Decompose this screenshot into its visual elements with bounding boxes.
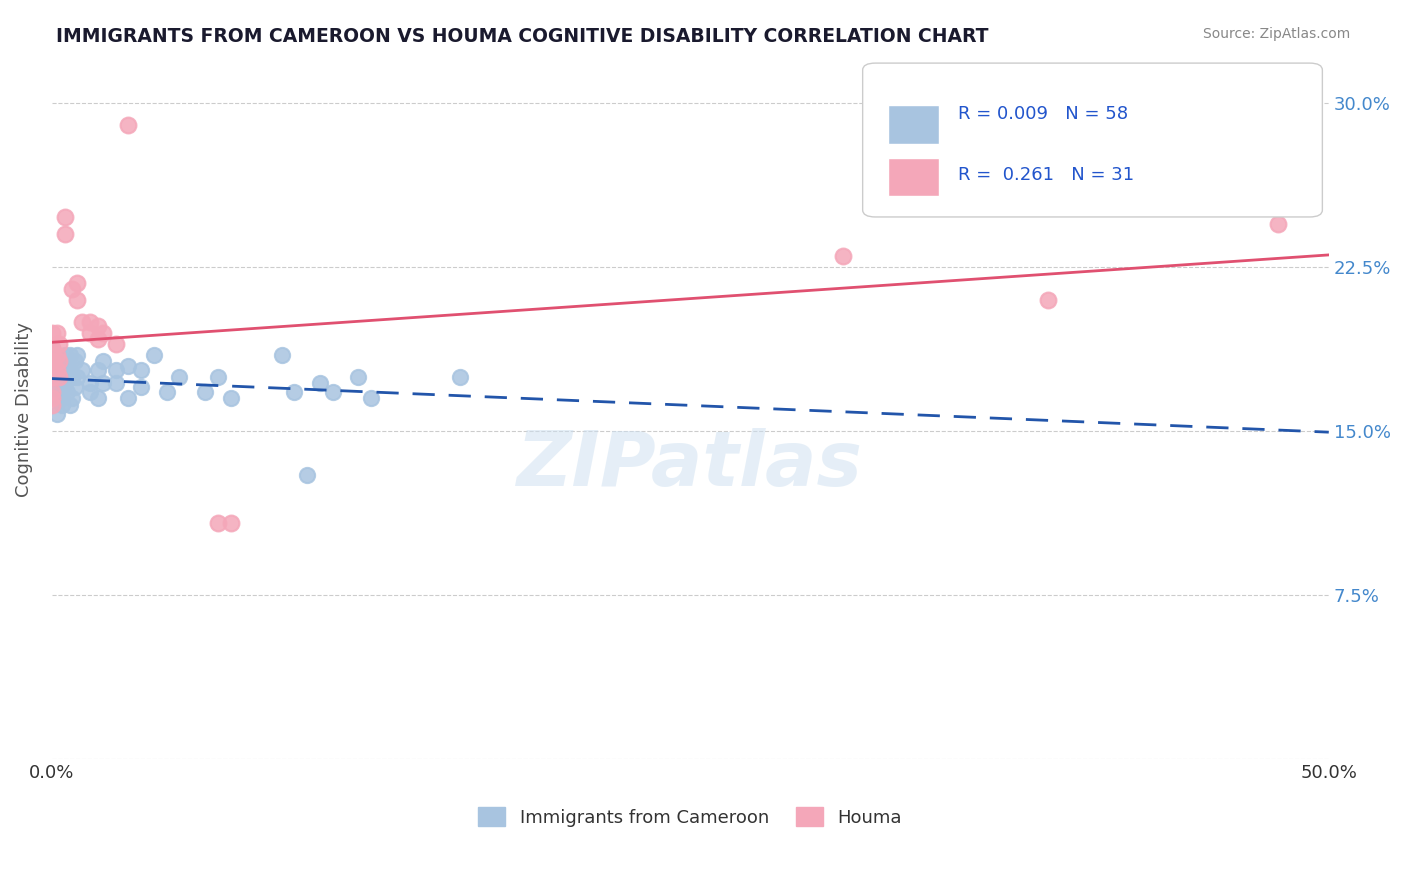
Point [117,359,139,373]
Point [104,363,127,377]
Point [41,398,63,412]
Point [41,341,63,355]
Point [56,369,79,384]
Point [48,392,70,406]
Point [295,467,318,482]
Point [66,276,89,290]
Text: R =  0.261   N = 31: R = 0.261 N = 31 [959,166,1135,184]
Point [60,282,83,296]
Point [156,384,179,399]
Point [53,363,76,377]
Point [59,348,82,362]
Point [60,392,83,406]
Point [72,315,94,329]
Point [72,363,94,377]
Point [45,376,67,390]
Point [283,384,305,399]
Point [41,384,63,399]
Point [87,319,110,334]
Point [832,249,855,263]
Point [41,354,63,368]
Point [53,210,76,224]
Point [79,315,101,329]
Point [309,376,332,390]
Point [117,118,139,132]
Point [63,354,86,368]
Point [41,369,63,384]
Point [45,363,67,377]
Point [56,384,79,399]
Point [169,369,191,384]
Point [48,336,70,351]
Point [66,293,89,307]
Point [207,369,229,384]
Point [45,326,67,340]
Point [53,348,76,362]
Point [45,407,67,421]
FancyBboxPatch shape [863,63,1323,217]
Point [48,384,70,399]
Text: ZIPatlas: ZIPatlas [517,428,863,502]
Legend: Immigrants from Cameroon, Houma: Immigrants from Cameroon, Houma [471,800,910,834]
Point [79,376,101,390]
Point [207,516,229,530]
Point [219,516,242,530]
Point [48,369,70,384]
Point [104,336,127,351]
Point [48,354,70,368]
Y-axis label: Cognitive Disability: Cognitive Disability [15,322,32,497]
Point [51,392,73,406]
Point [45,348,67,362]
Point [51,376,73,390]
Point [104,376,127,390]
Point [129,363,152,377]
Point [91,376,114,390]
Point [79,326,101,340]
Point [53,227,76,242]
Point [66,369,89,384]
Point [41,326,63,340]
Point [1036,293,1059,307]
Point [87,363,110,377]
Point [91,354,114,368]
Point [129,380,152,394]
Text: R = 0.009   N = 58: R = 0.009 N = 58 [959,105,1129,123]
Point [41,369,63,384]
Point [87,332,110,346]
Point [91,326,114,340]
Point [51,363,73,377]
Point [41,392,63,406]
Text: Source: ZipAtlas.com: Source: ZipAtlas.com [1202,27,1350,41]
Point [360,392,382,406]
Point [45,392,67,406]
Text: IMMIGRANTS FROM CAMEROON VS HOUMA COGNITIVE DISABILITY CORRELATION CHART: IMMIGRANTS FROM CAMEROON VS HOUMA COGNIT… [56,27,988,45]
Point [270,348,292,362]
Point [142,348,165,362]
Point [48,369,70,384]
Point [45,363,67,377]
Point [79,384,101,399]
Point [63,380,86,394]
Point [194,384,217,399]
Point [59,363,82,377]
Point [449,369,471,384]
Point [51,398,73,412]
Point [41,384,63,399]
Point [219,392,242,406]
Point [48,354,70,368]
Point [41,369,63,384]
Point [53,376,76,390]
Point [66,348,89,362]
Point [87,392,110,406]
Point [59,398,82,412]
Point [60,369,83,384]
Point [117,392,139,406]
FancyBboxPatch shape [889,158,939,196]
FancyBboxPatch shape [889,105,939,144]
Point [322,384,344,399]
Point [56,359,79,373]
Point [347,369,370,384]
Point [1267,217,1289,231]
Point [41,341,63,355]
